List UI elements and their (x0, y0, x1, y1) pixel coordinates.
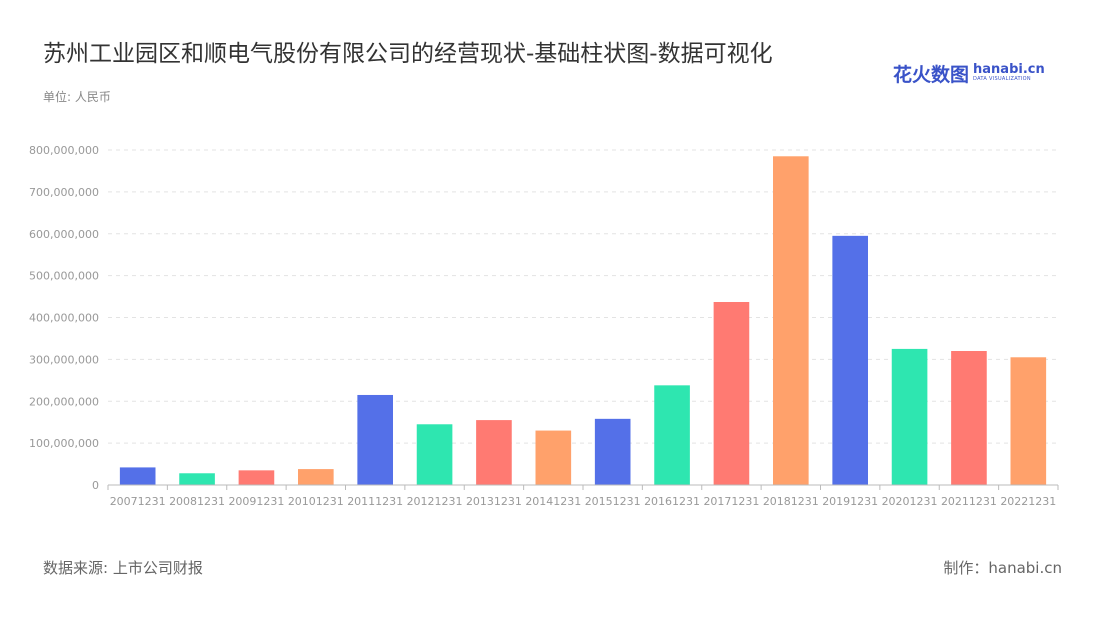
y-axis: 0 100,000,000 200,000,000 300,000,000 400,00… (29, 144, 99, 492)
bar-20121231[interactable] (416, 424, 453, 485)
x-tick-label: 20111231 (347, 495, 403, 508)
logo-en-text: hanabi.cn (973, 62, 1045, 77)
x-axis: 20071231 20081231 20091231 20101231 20111231… (107, 484, 1059, 508)
bar-20081231[interactable] (179, 473, 215, 485)
x-tick-label: 20191231 (822, 495, 878, 508)
data-source: 数据来源: 上市公司财报 (43, 559, 203, 577)
x-tick-label: 20161231 (644, 495, 700, 508)
y-tick-label: 600,000,000 (29, 228, 99, 241)
grid-lines (108, 149, 1058, 444)
logo-cn-text: 花火数图 (893, 63, 970, 86)
logo-en-block: hanabi.cn DATA VISUALIZATION (973, 63, 1045, 83)
bar-20091231[interactable] (238, 470, 275, 485)
bar-20151231[interactable] (594, 418, 631, 485)
x-tick-label: 20171231 (703, 495, 759, 508)
logo-sub-text: DATA VISUALIZATION (973, 76, 1031, 82)
x-tick-label: 20101231 (288, 495, 344, 508)
bar-20111231[interactable] (357, 394, 393, 485)
x-tick-label: 20181231 (763, 495, 819, 508)
maker-credit: 制作：hanabi.cn (943, 559, 1062, 577)
x-tick-label: 20131231 (466, 495, 522, 508)
y-tick-label: 200,000,000 (29, 395, 99, 408)
bar-20221231[interactable] (1010, 357, 1047, 485)
y-tick-label: 800,000,000 (29, 144, 99, 157)
y-tick-label: 300,000,000 (29, 353, 99, 366)
x-tick-label: 20081231 (169, 495, 225, 508)
y-tick-label: 400,000,000 (29, 312, 99, 325)
brand-logo: 花火数图 hanabi.cn DATA VISUALIZATION (893, 60, 1045, 86)
y-tick-label: 0 (92, 479, 99, 492)
bar-20171231[interactable] (713, 302, 750, 485)
x-tick-label: 20201231 (882, 495, 938, 508)
bar-20101231[interactable] (298, 469, 334, 485)
bar-20211231[interactable] (951, 351, 987, 485)
bar-20071231[interactable] (119, 467, 156, 485)
bar-20141231[interactable] (535, 430, 572, 485)
x-tick-label: 20141231 (525, 495, 581, 508)
x-tick-label: 20211231 (941, 495, 997, 508)
unit-label: 单位: 人民币 (43, 90, 111, 104)
bar-20181231[interactable] (773, 156, 809, 485)
y-tick-label: 500,000,000 (29, 270, 99, 283)
x-tick-label: 20221231 (1000, 495, 1056, 508)
y-tick-label: 100,000,000 (29, 437, 99, 450)
x-tick-label: 20071231 (110, 495, 166, 508)
x-tick-label: 20151231 (585, 495, 641, 508)
chart-title: 苏州工业园区和顺电气股份有限公司的经营现状-基础柱状图-数据可视化 (43, 41, 773, 67)
x-tick-label: 20091231 (228, 495, 284, 508)
bar-20201231[interactable] (891, 348, 928, 485)
bar-20131231[interactable] (476, 420, 512, 485)
bars (119, 156, 1047, 485)
bar-20161231[interactable] (654, 385, 690, 485)
y-tick-label: 700,000,000 (29, 186, 99, 199)
bar-20191231[interactable] (832, 235, 868, 485)
x-tick-label: 20121231 (407, 495, 463, 508)
